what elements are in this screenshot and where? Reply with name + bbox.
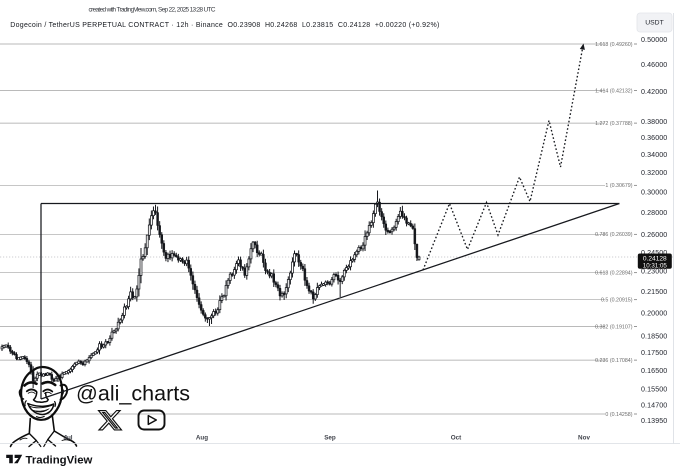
svg-text:0.34000: 0.34000 <box>641 151 667 159</box>
svg-text:0.236 (0.17084): 0.236 (0.17084) <box>595 358 633 364</box>
svg-text:1.618 (0.49260): 1.618 (0.49260) <box>595 42 633 48</box>
svg-text:Jul: Jul <box>63 435 72 442</box>
svg-text:0.24128: 0.24128 <box>643 255 667 262</box>
svg-text:Aug: Aug <box>196 435 208 442</box>
svg-text:0.38000: 0.38000 <box>641 118 667 126</box>
svg-text:0.26000: 0.26000 <box>641 231 667 239</box>
svg-text:0.13950: 0.13950 <box>641 417 667 425</box>
svg-text:created with TradingView.com,: created with TradingView.com, Sep 22, 20… <box>89 7 216 14</box>
svg-text:0.17500: 0.17500 <box>641 349 667 357</box>
svg-text:0.23000: 0.23000 <box>641 268 667 276</box>
svg-text:0.46000: 0.46000 <box>641 61 667 69</box>
svg-text:0.15500: 0.15500 <box>641 385 667 393</box>
svg-text:TradingView: TradingView <box>26 455 93 467</box>
svg-text:0.14700: 0.14700 <box>641 401 667 409</box>
svg-text:0 (0.14258): 0 (0.14258) <box>605 412 632 418</box>
svg-text:0.786 (0.26039): 0.786 (0.26039) <box>595 232 633 238</box>
svg-text:0.618 (0.22894): 0.618 (0.22894) <box>595 271 633 277</box>
svg-text:0.28000: 0.28000 <box>641 209 667 217</box>
svg-text:0.42000: 0.42000 <box>641 88 667 96</box>
svg-text:0.36000: 0.36000 <box>641 134 667 142</box>
svg-text:0.21500: 0.21500 <box>641 288 667 296</box>
svg-text:0.18500: 0.18500 <box>641 333 667 341</box>
svg-text:0.16500: 0.16500 <box>641 367 667 375</box>
svg-text:1.414 (0.42132): 1.414 (0.42132) <box>595 89 633 95</box>
svg-text:1.272 (0.37788): 1.272 (0.37788) <box>595 121 633 127</box>
svg-text:Sep: Sep <box>324 435 336 442</box>
svg-text:1 (0.30679): 1 (0.30679) <box>605 183 632 189</box>
svg-text:Dogecoin / TetherUS PERPETUAL: Dogecoin / TetherUS PERPETUAL CONTRACT ·… <box>10 22 439 29</box>
svg-text:0.5 (0.20915): 0.5 (0.20915) <box>601 298 633 304</box>
svg-text:0.20000: 0.20000 <box>641 309 667 317</box>
svg-text:Nov: Nov <box>578 435 590 442</box>
svg-text:0.50000: 0.50000 <box>641 36 667 44</box>
svg-text:0.32000: 0.32000 <box>641 169 667 177</box>
svg-text:0.24500: 0.24500 <box>641 249 667 257</box>
svg-text:10:31:05: 10:31:05 <box>643 262 668 269</box>
svg-text:0.30000: 0.30000 <box>641 188 667 196</box>
svg-text:0.382 (0.19107): 0.382 (0.19107) <box>595 325 633 331</box>
svg-text:Oct: Oct <box>451 435 462 442</box>
svg-text:@ali_charts: @ali_charts <box>76 381 190 405</box>
svg-text:USDT: USDT <box>645 20 664 27</box>
